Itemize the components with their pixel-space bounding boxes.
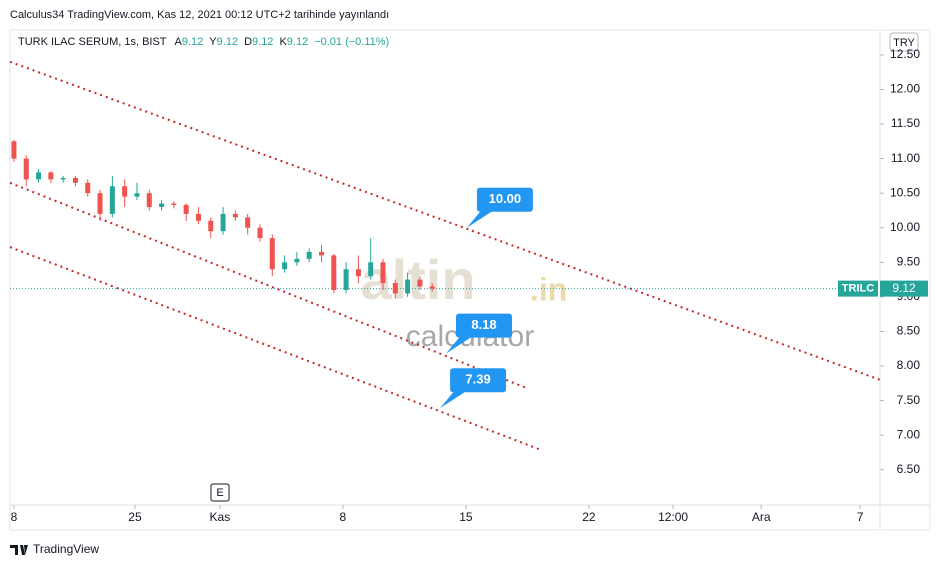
- footer-logo: TradingView: [10, 542, 99, 556]
- candle-body: [306, 251, 312, 259]
- trendline: [9, 181, 526, 389]
- y-tick-label: 12.00: [890, 82, 920, 96]
- ohlc-key: A: [175, 36, 183, 48]
- candle-body: [23, 158, 29, 180]
- candle-body: [220, 213, 226, 232]
- candle-body: [72, 177, 78, 183]
- callout-pointer: [445, 336, 472, 354]
- x-tick-label: 15: [459, 510, 473, 524]
- x-tick-label: Ara: [752, 510, 771, 524]
- candle-body: [134, 193, 140, 197]
- watermark: .in: [530, 271, 567, 307]
- ohlc-key: D: [244, 36, 252, 48]
- x-tick-label: 8: [11, 510, 18, 524]
- ohlc-key: K: [279, 36, 287, 48]
- candle-body: [60, 177, 66, 180]
- candle-body: [331, 255, 337, 290]
- candle-body: [183, 204, 189, 214]
- callout-pointer: [466, 210, 493, 228]
- candle-body: [122, 186, 128, 197]
- candle-body: [245, 217, 251, 228]
- candle-body: [11, 141, 17, 159]
- candle-body: [380, 262, 386, 284]
- candle-body: [208, 220, 214, 232]
- chart-frame: [9, 29, 931, 531]
- candle-body: [355, 269, 361, 277]
- candle-body: [171, 203, 177, 205]
- y-tick-label: 6.50: [897, 462, 921, 476]
- x-tick-label: 12:00: [658, 510, 688, 524]
- header: Calculus34 TradingView.com, Kas 12, 2021…: [10, 9, 389, 21]
- logo-icon: [10, 545, 28, 555]
- candle-body: [318, 251, 324, 256]
- y-tick-label: 8.00: [897, 358, 921, 372]
- ohlc-value: 9.12: [287, 36, 308, 48]
- last-price-box: [880, 280, 928, 297]
- x-tick-label: 8: [340, 510, 347, 524]
- candle-body: [109, 186, 115, 214]
- callout-box: [476, 187, 533, 212]
- ohlc-value: 9.12: [217, 36, 238, 48]
- candle-body: [85, 182, 91, 194]
- watermark: altin: [360, 248, 475, 311]
- callout-label: 10.00: [489, 191, 522, 206]
- candle-body: [36, 172, 42, 180]
- ohlc-key: Y: [209, 36, 217, 48]
- plot: altin.incalculator10.008.187.39: [9, 60, 881, 451]
- candle-body: [294, 258, 300, 263]
- y-tick-label: 10.00: [890, 220, 920, 234]
- ohlc-value: 9.12: [182, 36, 203, 48]
- candle-body: [417, 279, 423, 287]
- candle-body: [343, 269, 349, 290]
- x-tick-label: 22: [582, 510, 596, 524]
- ohlc-value: 9.12: [252, 36, 273, 48]
- candle-body: [269, 238, 275, 270]
- callout-box: [455, 313, 512, 338]
- candle-body: [282, 262, 288, 270]
- y-tick-label: 12.50: [890, 47, 920, 61]
- candle-body: [368, 262, 374, 277]
- currency-box: [889, 32, 919, 52]
- y-tick-label: 9.50: [897, 254, 921, 268]
- y-tick-label: 11.00: [891, 151, 920, 165]
- trendline: [9, 246, 541, 451]
- change: −0.01 (−0.11%): [314, 36, 389, 48]
- candle-body: [392, 283, 398, 294]
- y-tick-label: 7.50: [897, 393, 921, 407]
- trendline: [9, 60, 881, 381]
- footer: TradingView: [33, 542, 99, 556]
- candle-body: [429, 286, 435, 289]
- candle-body: [146, 193, 152, 208]
- y-tick-label: 11.50: [891, 116, 920, 130]
- candle-body: [48, 172, 54, 180]
- symbol: TURK ILAC SERUM, 1s, BIST: [18, 36, 167, 48]
- x-tick-label: 25: [128, 510, 142, 524]
- last-price-label: 9.12: [892, 281, 916, 295]
- callout-label: 7.39: [465, 372, 490, 387]
- candle-body: [405, 279, 411, 294]
- candle-body: [257, 227, 263, 239]
- y-tick-label: 8.50: [897, 324, 921, 338]
- event-marker: E: [216, 487, 223, 499]
- callout-pointer: [440, 391, 467, 409]
- y-tick-label: 10.50: [890, 185, 920, 199]
- last-price-tag: [838, 280, 878, 297]
- x-tick-label: Kas: [210, 510, 231, 524]
- candle-body: [97, 193, 103, 214]
- x-tick-label: 7: [857, 510, 864, 524]
- currency: TRY: [893, 37, 915, 49]
- candle-body: [195, 213, 201, 221]
- event-marker-box: [210, 483, 230, 502]
- candle-body: [159, 203, 165, 208]
- y-tick-label: 7.00: [897, 427, 921, 441]
- legend: TURK ILAC SERUM, 1s, BIST A 9.12 Y 9.12 D 9.12…: [18, 36, 389, 48]
- callout-label: 8.18: [471, 317, 496, 332]
- last-price-name: TRILC: [842, 282, 874, 294]
- callout-box: [450, 368, 507, 393]
- candle-body: [232, 213, 238, 218]
